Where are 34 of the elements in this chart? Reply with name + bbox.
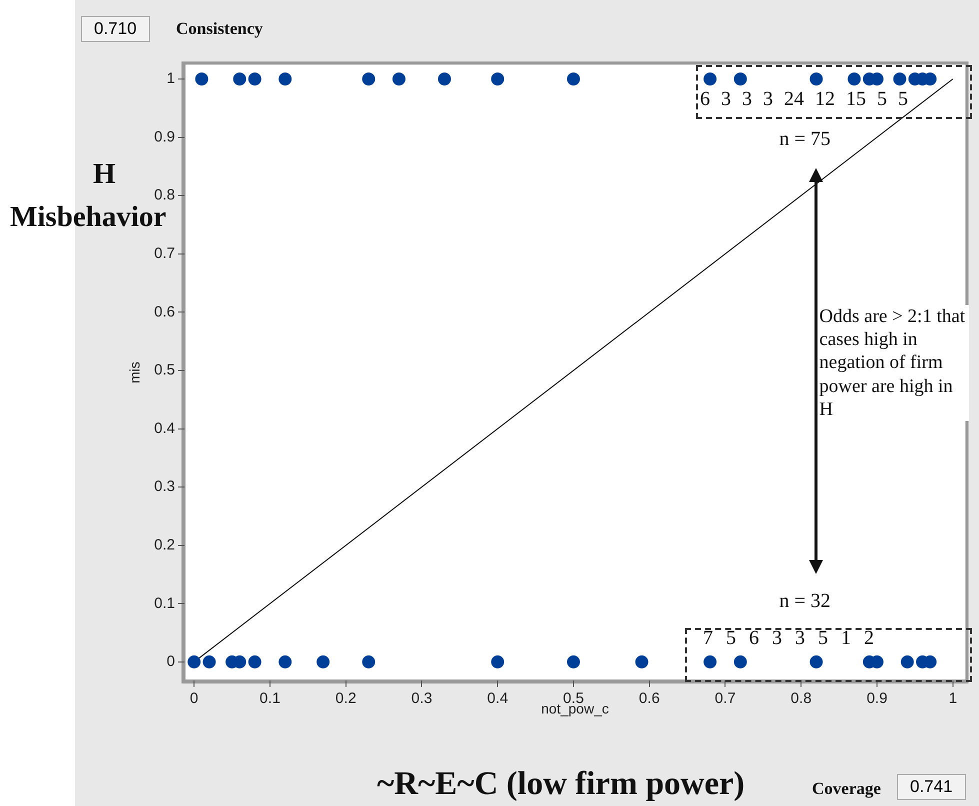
y-tick-label: 0.8 xyxy=(154,186,175,204)
x-tick-label: 0.3 xyxy=(411,690,432,708)
text: 0.741 xyxy=(897,774,966,800)
x-tick-label: 0.4 xyxy=(487,690,508,708)
x-tick-label: 0.2 xyxy=(335,690,356,708)
y-tick-label: 0.4 xyxy=(154,420,175,437)
text: Consistency xyxy=(176,19,263,39)
y-tick-label: 0.6 xyxy=(154,303,175,320)
annotation: n = 75 xyxy=(779,128,831,151)
y-tick-label: 0.5 xyxy=(154,362,175,379)
x-tick-label: 0.1 xyxy=(260,690,280,708)
y-tick-label: 1 xyxy=(166,70,175,88)
x-tick-label: 0 xyxy=(190,690,198,708)
y-tick-label: 0.2 xyxy=(154,536,175,554)
text: ~R~E~C (low firm power) xyxy=(377,766,745,803)
x-tick-label: 0.8 xyxy=(790,690,812,708)
y-tick-label: 0.1 xyxy=(154,594,175,612)
text: 0.710 xyxy=(81,16,150,42)
text: Misbehavior xyxy=(10,201,166,234)
y-axis-title: mis xyxy=(126,362,142,384)
x-tick-label: 1 xyxy=(948,690,958,708)
annotation: n = 32 xyxy=(779,590,831,613)
text: H xyxy=(93,158,116,191)
y-tick-label: 0.3 xyxy=(154,478,175,496)
y-tick-label: 0.7 xyxy=(154,245,175,262)
annotation: Odds are > 2:1 that cases high in negation of firm power are high in H xyxy=(819,305,970,421)
text: Coverage xyxy=(812,779,881,799)
annotation: 7 5 6 3 3 5 1 2 xyxy=(703,626,874,650)
y-tick-label: 0.9 xyxy=(154,128,175,146)
y-tick-label: 0 xyxy=(166,653,175,670)
x-tick-label: 0.9 xyxy=(866,690,888,708)
x-tick-label: 0.6 xyxy=(638,690,660,708)
x-tick-label: 0.7 xyxy=(714,690,736,708)
annotation: 6 3 3 3 24 12 15 5 5 xyxy=(700,88,908,111)
